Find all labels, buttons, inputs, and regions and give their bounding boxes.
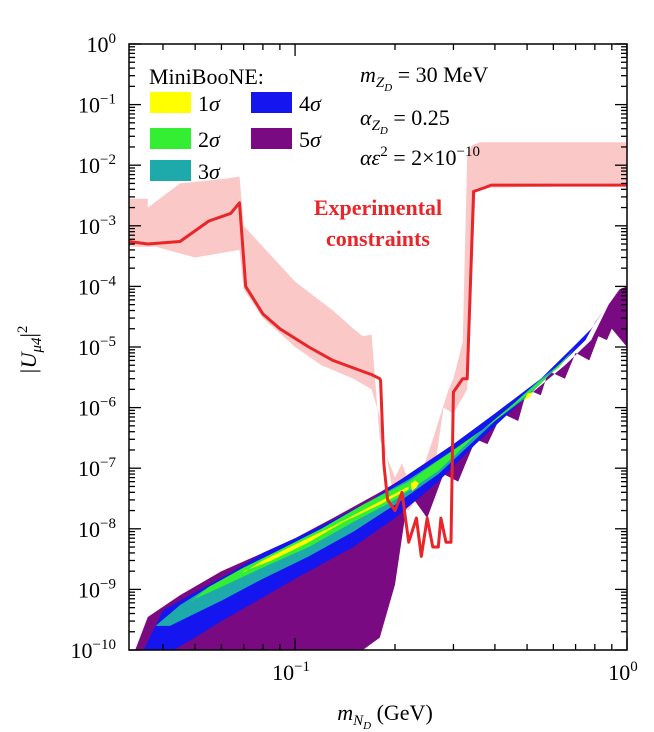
y-tick-label: 10−6	[78, 395, 116, 421]
y-tick-label: 10−1	[78, 92, 116, 118]
parameter-2: αε2 = 2×10−10	[360, 144, 480, 170]
legend-label: 1σ	[198, 91, 221, 116]
legend-label: 5σ	[299, 127, 322, 152]
legend-title: MiniBooNE:	[149, 64, 264, 89]
plot-area	[129, 142, 627, 650]
sigma1-island-1	[524, 392, 533, 401]
legend-swatch	[251, 128, 292, 149]
sigma1-region	[243, 486, 409, 573]
y-tick-label: 10−5	[78, 334, 116, 360]
parameter-1: αZD = 0.25	[360, 105, 450, 137]
annotation-line2: constraints	[326, 226, 430, 251]
axis-ticks	[129, 43, 628, 651]
y-tick-label: 10−3	[78, 213, 116, 239]
experimental-constraints-annotation: Experimental constraints	[314, 195, 442, 251]
y-tick-label: 10−2	[78, 152, 116, 178]
x-axis-label: mND (GeV)	[337, 700, 433, 732]
constraint-line	[129, 183, 627, 558]
y-tick-label: 10−9	[78, 576, 116, 602]
x-tick-label: 100	[608, 659, 638, 685]
y-tick-label: 100	[87, 31, 117, 57]
legend-label: 3σ	[198, 159, 221, 184]
x-tick-label: 10−1	[272, 659, 310, 685]
sigma3-region	[155, 347, 576, 626]
annotation-line1: Experimental	[314, 195, 442, 220]
legend-swatch	[251, 92, 292, 113]
constraint-band	[129, 142, 627, 511]
legend-label: 4σ	[299, 91, 322, 116]
parameter-0: mZD = 30 MeV	[360, 62, 488, 94]
legend: MiniBooNE:1σ 4σ 2σ 5σ 3σ	[149, 64, 322, 184]
legend-swatch	[150, 160, 191, 181]
sigma1-island-0	[410, 480, 419, 491]
sigma2-region	[189, 352, 572, 603]
y-tick-label: 10−4	[78, 273, 116, 299]
legend-swatch	[150, 128, 191, 149]
legend-swatch	[150, 92, 191, 113]
y-tick-label: 10−10	[71, 637, 116, 663]
y-tick-label: 10−8	[78, 516, 116, 542]
legend-label: 2σ	[198, 127, 221, 152]
axis-labels: 10−10 10−9 10−8 10−7 10−6 10−5 10−4 10−3 10−2 10−…	[15, 31, 638, 732]
y-tick-label: 10−7	[78, 455, 116, 481]
y-axis-label: |Uμ4|2	[15, 326, 45, 375]
model-parameters: mZD = 30 MeV αZD = 0.25 αε2 = 2×10−10	[360, 62, 488, 170]
